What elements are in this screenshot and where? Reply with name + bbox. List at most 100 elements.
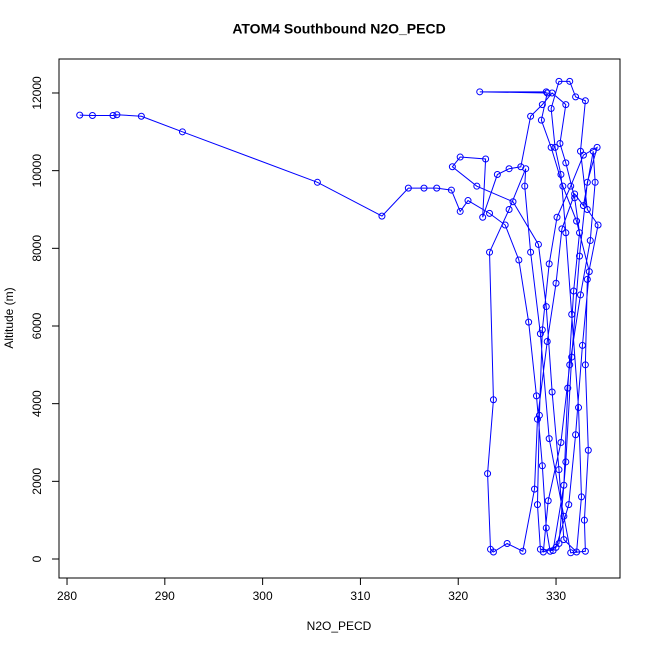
data-point	[109, 112, 117, 120]
data-point	[562, 229, 570, 237]
data-point	[420, 184, 428, 192]
data-point	[88, 112, 96, 120]
data-point	[570, 287, 578, 295]
data-point	[583, 178, 591, 186]
data-point	[482, 155, 490, 163]
data-point	[562, 101, 570, 109]
data-point	[76, 111, 84, 119]
data-point	[544, 497, 552, 505]
y-tick-label: 10000	[30, 154, 44, 188]
data-point	[568, 353, 576, 361]
x-tick-label: 290	[155, 589, 175, 603]
data-point	[543, 89, 551, 97]
data-point	[533, 501, 541, 509]
data-point	[557, 171, 565, 179]
data-point	[433, 184, 441, 192]
data-point	[566, 77, 574, 85]
data-line	[79, 80, 599, 554]
data-point	[527, 112, 535, 120]
data-point	[553, 213, 561, 221]
data-point	[501, 221, 509, 229]
data-point	[545, 435, 553, 443]
data-point	[557, 439, 565, 447]
data-point	[505, 165, 513, 173]
y-tick-label: 6000	[30, 312, 44, 339]
data-point	[404, 184, 412, 192]
x-axis-label: N2O_PECD	[307, 619, 372, 633]
data-point	[476, 88, 484, 96]
data-point	[532, 392, 540, 400]
y-tick-label: 2000	[30, 468, 44, 495]
data-point	[531, 485, 539, 493]
data-point	[456, 207, 464, 215]
data-point	[538, 326, 546, 334]
data-point	[473, 182, 481, 190]
data-point	[583, 275, 591, 283]
data-point	[591, 178, 599, 186]
data-point	[564, 384, 572, 392]
data-point	[566, 361, 574, 369]
data-point	[486, 248, 494, 256]
y-tick-label: 8000	[30, 235, 44, 262]
y-axis-label: Altitude (m)	[2, 287, 16, 348]
data-point	[562, 159, 570, 167]
data-point	[579, 202, 587, 210]
data-point	[313, 178, 321, 186]
data-point	[556, 139, 564, 147]
y-tick-label: 4000	[30, 390, 44, 417]
x-tick-label: 280	[57, 589, 77, 603]
data-point	[555, 77, 563, 85]
data-point	[576, 291, 584, 299]
data-point	[113, 111, 121, 119]
data-point	[594, 221, 602, 229]
data-point	[464, 197, 472, 205]
data-point	[568, 310, 576, 318]
data-point	[560, 481, 568, 489]
data-point	[586, 237, 594, 245]
data-point	[178, 128, 186, 136]
data-point	[555, 466, 563, 474]
data-point	[578, 341, 586, 349]
data-point	[505, 205, 513, 213]
data-point	[565, 501, 573, 509]
data-point	[456, 153, 464, 161]
data-point	[489, 396, 497, 404]
data-point	[575, 404, 583, 412]
data-point	[479, 213, 487, 221]
data-point	[560, 512, 568, 520]
data-point	[538, 101, 546, 109]
data-point	[560, 536, 568, 544]
data-point	[558, 225, 566, 233]
data-point	[572, 93, 580, 101]
data-point	[581, 547, 589, 555]
y-tick-label: 0	[30, 555, 44, 562]
data-point	[581, 361, 589, 369]
y-tick-label: 12000	[30, 76, 44, 110]
data-point	[567, 182, 575, 190]
data-point	[543, 338, 551, 346]
data-point	[537, 116, 545, 124]
data-point	[552, 543, 560, 551]
data-point	[573, 217, 581, 225]
data-point	[572, 431, 580, 439]
data-point	[448, 163, 456, 171]
x-tick-label: 300	[253, 589, 273, 603]
data-point	[486, 209, 494, 217]
data-point	[519, 547, 527, 555]
data-point	[580, 516, 588, 524]
data-point	[527, 248, 535, 256]
data-point	[562, 458, 570, 466]
data-point	[525, 318, 533, 326]
data-point	[552, 279, 560, 287]
data-point	[551, 143, 559, 151]
data-point	[583, 205, 591, 213]
data-point	[539, 548, 547, 556]
data-point	[589, 147, 597, 155]
data-point	[559, 182, 567, 190]
plot-frame	[58, 58, 621, 579]
data-point	[571, 190, 579, 198]
x-tick-label: 310	[350, 589, 370, 603]
data-point	[489, 548, 497, 556]
